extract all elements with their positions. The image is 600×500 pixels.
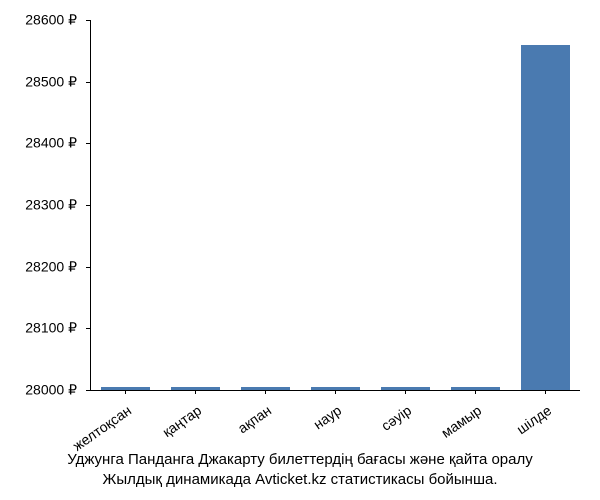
- x-tick: [335, 390, 336, 394]
- y-tick-label: 28100 ₽: [25, 320, 77, 337]
- y-axis-labels: 28000 ₽28100 ₽28200 ₽28300 ₽28400 ₽28500…: [0, 20, 85, 390]
- y-tick: [86, 328, 90, 329]
- bar: [521, 45, 570, 390]
- y-tick: [86, 82, 90, 83]
- caption-line-2: Жылдық динамикада Avticket.kz статистика…: [0, 470, 600, 490]
- y-tick-label: 28200 ₽: [25, 258, 77, 275]
- x-tick: [545, 390, 546, 394]
- caption-line-1: Уджунга Панданга Джакарту билеттердің ба…: [0, 450, 600, 470]
- y-tick: [86, 390, 90, 391]
- bars-group: [90, 20, 580, 390]
- x-tick: [265, 390, 266, 394]
- y-tick-label: 28000 ₽: [25, 382, 77, 399]
- x-tick: [405, 390, 406, 394]
- y-tick: [86, 205, 90, 206]
- y-tick-label: 28500 ₽: [25, 73, 77, 90]
- y-tick-label: 28300 ₽: [25, 197, 77, 214]
- y-tick: [86, 143, 90, 144]
- x-tick: [475, 390, 476, 394]
- x-tick: [125, 390, 126, 394]
- chart-container: 28000 ₽ 28100 ₽ 28200 ₽ 28300 ₽ 28400 ₽ 28500…: [0, 0, 600, 500]
- y-tick-label: 28600 ₽: [25, 12, 77, 29]
- y-tick: [86, 20, 90, 21]
- caption: Уджунга Панданга Джакарту билеттердің ба…: [0, 450, 600, 491]
- y-tick: [86, 267, 90, 268]
- y-tick-label: 28400 ₽: [25, 135, 77, 152]
- x-tick: [195, 390, 196, 394]
